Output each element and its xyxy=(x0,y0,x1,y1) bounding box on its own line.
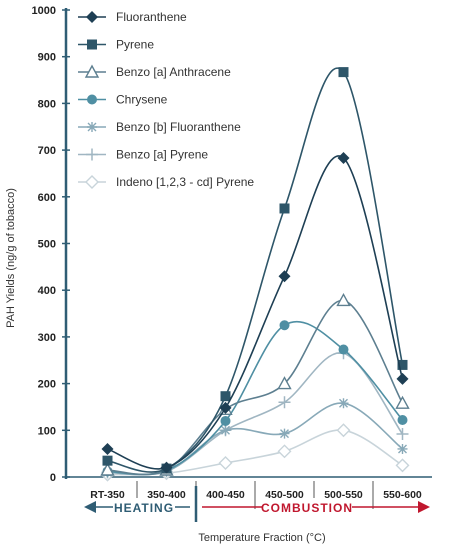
data-point xyxy=(102,455,113,466)
legend-marker xyxy=(86,11,98,23)
legend-marker xyxy=(87,39,97,50)
data-point xyxy=(337,152,350,165)
y-tick-label: 500 xyxy=(38,239,56,251)
legend-label: Indeno [1,2,3 - cd] Pyrene xyxy=(116,175,254,189)
data-point xyxy=(100,462,115,476)
series-line xyxy=(107,402,403,476)
data-point xyxy=(279,428,290,439)
x-tick-label: 550-600 xyxy=(383,489,422,501)
data-point xyxy=(397,415,408,426)
y-tick-label: 800 xyxy=(38,98,56,110)
x-axis-label: Temperature Fraction (°C) xyxy=(198,532,325,544)
data-point xyxy=(218,456,233,470)
data-point xyxy=(279,320,290,331)
legend-item: Fluoranthene xyxy=(78,10,187,24)
y-tick-label: 100 xyxy=(38,425,56,437)
data-point xyxy=(338,344,349,355)
legend-marker xyxy=(86,148,98,161)
legend-item: Chrysene xyxy=(78,93,168,107)
series-0 xyxy=(101,152,409,474)
combustion-label-bg xyxy=(262,498,352,516)
data-point xyxy=(220,391,231,402)
legend-marker xyxy=(84,64,100,78)
data-point xyxy=(160,461,173,474)
data-point xyxy=(277,444,292,459)
legend-marker xyxy=(87,122,97,132)
data-point xyxy=(279,203,290,214)
y-tick-label: 400 xyxy=(38,285,56,297)
data-point xyxy=(220,415,231,426)
combustion-arrow-head xyxy=(418,501,430,513)
legend-item: Benzo [b] Fluoranthene xyxy=(78,120,241,134)
heating-label: HEATING xyxy=(114,501,174,515)
data-point xyxy=(397,443,408,454)
data-point xyxy=(336,423,351,438)
heating-label-bg xyxy=(113,498,175,516)
series-2 xyxy=(100,293,410,476)
legend-item: Benzo [a] Anthracene xyxy=(78,64,231,79)
legend-item: Benzo [a] Pyrene xyxy=(78,148,208,162)
y-tick-label: 700 xyxy=(38,145,56,157)
data-point xyxy=(219,401,232,414)
y-tick-label: 1000 xyxy=(32,5,56,17)
series-line xyxy=(107,299,404,476)
legend-marker xyxy=(85,175,99,189)
y-tick-label: 600 xyxy=(38,192,56,204)
legend-label: Pyrene xyxy=(116,38,154,52)
data-point xyxy=(338,398,349,409)
legend-label: Fluoranthene xyxy=(116,10,187,24)
data-point xyxy=(395,395,410,409)
data-point xyxy=(396,372,409,385)
legend-item: Pyrene xyxy=(78,38,154,52)
legend-item: Indeno [1,2,3 - cd] Pyrene xyxy=(78,175,254,189)
series-line xyxy=(107,352,404,476)
y-tick-label: 200 xyxy=(38,379,56,391)
legend-label: Benzo [a] Anthracene xyxy=(116,65,231,79)
legend-marker xyxy=(87,94,97,105)
data-point xyxy=(338,67,349,78)
legend-label: Benzo [a] Pyrene xyxy=(116,148,208,162)
legend-label: Chrysene xyxy=(116,93,168,107)
combustion-label: COMBUSTION xyxy=(261,501,353,515)
legend-label: Benzo [b] Fluoranthene xyxy=(116,120,241,134)
data-point xyxy=(278,396,291,409)
x-tick-label: 400-450 xyxy=(206,489,245,501)
data-point xyxy=(278,270,291,283)
data-point xyxy=(277,376,292,390)
heating-arrow-head xyxy=(84,501,96,513)
data-point xyxy=(396,428,409,441)
data-point xyxy=(101,442,114,455)
data-point xyxy=(336,293,351,307)
y-tick-label: 900 xyxy=(38,52,56,64)
y-tick-label: 0 xyxy=(50,472,56,484)
data-point xyxy=(397,359,408,370)
data-point xyxy=(220,425,231,436)
y-axis-label: PAH Yields (ng/g of tobacco) xyxy=(5,188,17,328)
y-tick-label: 300 xyxy=(38,332,56,344)
data-point xyxy=(395,458,410,473)
